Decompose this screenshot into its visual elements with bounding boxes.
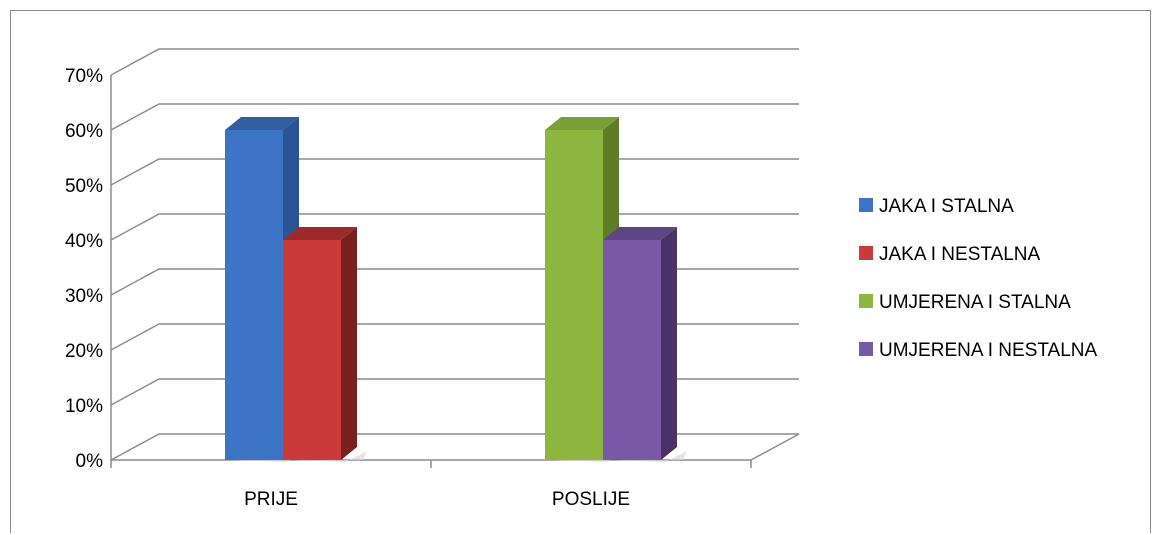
legend-label: JAKA I NESTALNA (879, 244, 1041, 265)
legend-item: UMJERENA I STALNA (859, 292, 1071, 313)
legend-item: UMJERENA I NESTALNA (859, 340, 1098, 361)
label-layer: 0% 10% 20% 30% 40% 50% 60% 70% PRIJE POSLIJE (65, 66, 630, 510)
gridline (110, 378, 799, 406)
legend-label: UMJERENA I STALNA (879, 292, 1071, 313)
gridline (110, 103, 799, 131)
grid-layer (110, 48, 800, 461)
y-tick-label: 60% (65, 121, 103, 142)
y-tick-label: 70% (65, 66, 103, 87)
y-tick-label: 50% (65, 176, 103, 197)
y-tick-label: 10% (65, 396, 103, 417)
legend: JAKA I STALNA JAKA I NESTALNA UMJERENA I S… (859, 196, 1098, 361)
bar (603, 227, 687, 462)
y-tick-label: 0% (76, 451, 104, 472)
legend-label: UMJERENA I NESTALNA (879, 340, 1098, 361)
x-category-label: POSLIJE (552, 489, 630, 510)
legend-swatch (859, 246, 873, 260)
gridline (110, 433, 800, 461)
gridline (110, 268, 799, 296)
y-tick-label: 20% (65, 341, 103, 362)
legend-swatch (859, 342, 873, 356)
legend-label: JAKA I STALNA (879, 196, 1014, 217)
gridline (110, 323, 799, 351)
legend-swatch (859, 294, 873, 308)
gridline (110, 48, 799, 76)
chart-frame: 0% 10% 20% 30% 40% 50% 60% 70% PRIJE POSLIJE JAKA… (10, 10, 1151, 533)
gridline (110, 158, 799, 186)
bar-chart: 0% 10% 20% 30% 40% 50% 60% 70% PRIJE POSLIJE JAKA… (65, 48, 1098, 510)
legend-item: JAKA I STALNA (859, 196, 1014, 217)
bar (283, 227, 367, 462)
legend-item: JAKA I NESTALNA (859, 244, 1041, 265)
bar (225, 117, 309, 462)
legend-swatch (859, 198, 873, 212)
bar-layer (225, 117, 687, 462)
x-category-label: PRIJE (244, 489, 298, 510)
y-tick-label: 40% (65, 231, 103, 252)
gridline (110, 213, 799, 241)
y-tick-label: 30% (65, 286, 103, 307)
